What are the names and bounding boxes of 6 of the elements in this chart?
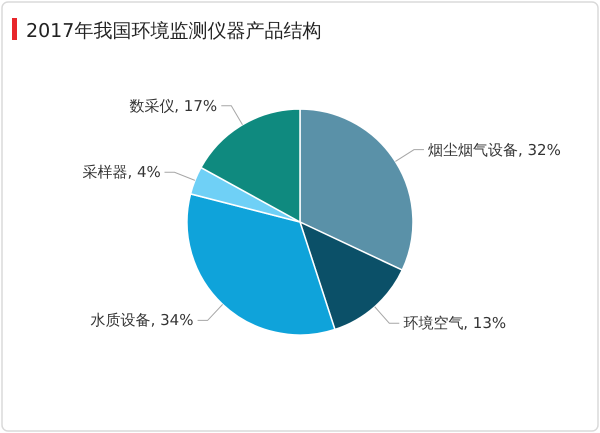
slice-label: 水质设备, 34% <box>90 310 194 332</box>
slice-label: 采样器, 4% <box>82 162 161 184</box>
slice-label: 数采仪, 17% <box>129 96 218 117</box>
chart-title: 2017年我国环境监测仪器产品结构 <box>26 20 322 42</box>
slice-label: 环境空气, 13% <box>403 313 506 334</box>
slice-label: 烟尘烟气设备, 32% <box>428 140 561 161</box>
